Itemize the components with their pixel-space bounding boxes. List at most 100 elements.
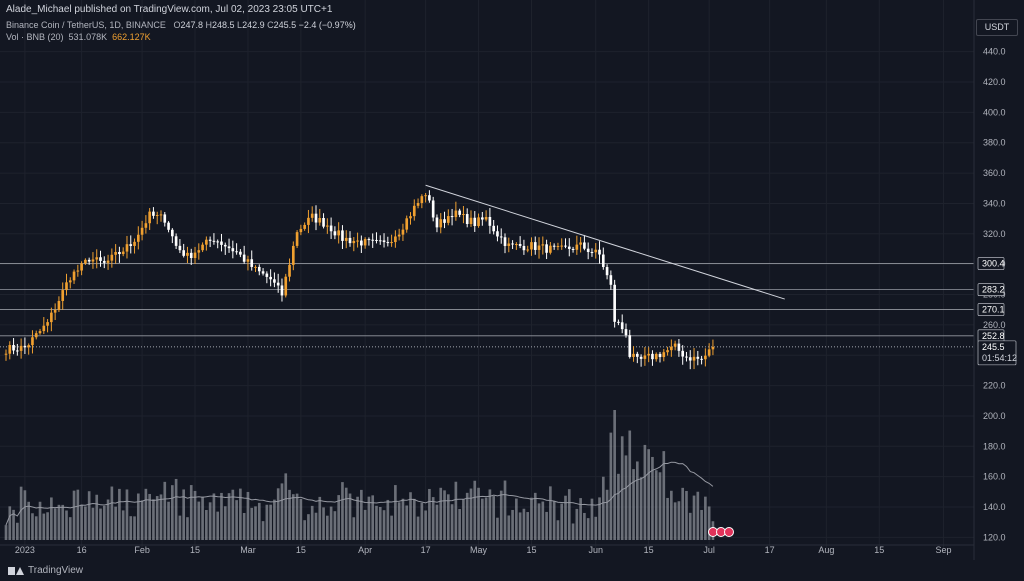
tradingview-brand: TradingView — [8, 565, 83, 576]
candle-body — [458, 210, 461, 215]
volume-bar — [326, 515, 329, 540]
candle-body — [446, 216, 450, 223]
x-tick-label: 2023 — [15, 545, 35, 555]
candle-body — [624, 329, 628, 336]
volume-bar — [220, 492, 223, 540]
volume-bar — [360, 489, 363, 540]
volume-bar — [533, 492, 537, 540]
volume-bar — [284, 473, 288, 540]
volume-bar — [609, 432, 613, 540]
candle-body — [261, 271, 265, 274]
volume-bar — [620, 436, 624, 540]
candle-body — [186, 252, 189, 256]
volume-bar — [492, 496, 495, 540]
candle-body — [545, 244, 548, 253]
x-tick-label: Sep — [936, 545, 952, 555]
volume-bar — [102, 505, 106, 540]
x-tick-label: 16 — [77, 545, 87, 555]
volume-bar — [439, 487, 443, 540]
candle-body — [499, 236, 503, 238]
candle-body — [295, 232, 299, 246]
candle-body — [367, 239, 371, 241]
volume-bar — [16, 522, 19, 540]
volume-bar — [322, 507, 325, 540]
volume-bar — [269, 504, 272, 540]
y-tick-label: 140.0 — [983, 502, 1006, 512]
volume-bar — [469, 488, 473, 540]
candle-body — [257, 266, 261, 272]
volume-bar — [571, 523, 575, 540]
candle-body — [688, 357, 692, 361]
level-label: 270.1 — [982, 305, 1005, 315]
candle-body — [239, 251, 242, 255]
candle-body — [654, 353, 658, 360]
volume-bar — [288, 489, 291, 540]
currency-unit-button[interactable]: USDT — [976, 19, 1018, 36]
candle-body — [129, 244, 133, 246]
candle-body — [38, 331, 42, 334]
candle-body — [605, 267, 609, 276]
candle-body — [696, 356, 700, 359]
candle-body — [348, 237, 352, 244]
candle-body — [163, 214, 167, 223]
candle-body — [299, 228, 303, 233]
candle-body — [496, 231, 499, 237]
volume-bar — [246, 491, 250, 540]
candle-body — [636, 353, 639, 357]
candle-body — [360, 240, 363, 246]
candle-body — [53, 310, 57, 313]
volume-bar — [707, 506, 711, 540]
candle-body — [106, 260, 110, 263]
candle-body — [405, 218, 409, 230]
candle-body — [136, 234, 140, 242]
volume-bar — [352, 517, 356, 540]
volume-legend: Vol · BNB (20) 531.078K 662.127K — [6, 32, 151, 42]
volume-bar — [291, 494, 295, 540]
candle-body — [420, 196, 424, 204]
candle-body — [386, 242, 390, 244]
candle-body — [666, 350, 669, 353]
candle-body — [556, 246, 560, 248]
y-tick-label: 160.0 — [983, 472, 1006, 482]
candle-body — [193, 252, 197, 259]
volume-bar — [424, 510, 427, 540]
candle-body — [148, 211, 151, 224]
candle-body — [121, 251, 125, 255]
volume-bar — [76, 489, 80, 540]
candle-body — [609, 275, 613, 285]
volume-bar — [541, 501, 545, 540]
x-tick-label: 17 — [421, 545, 431, 555]
candle-body — [670, 346, 673, 351]
candle-body — [276, 282, 280, 286]
y-tick-label: 200.0 — [983, 411, 1006, 421]
volume-bar — [250, 507, 254, 540]
volume-bar — [537, 503, 541, 540]
volume-bar — [670, 490, 673, 540]
candle-body — [647, 353, 650, 356]
volume-bar — [155, 496, 159, 540]
candle-body — [159, 214, 163, 216]
volume-bar — [363, 509, 367, 540]
volume-bar — [95, 494, 99, 540]
candle-body — [507, 243, 511, 246]
volume-bar — [163, 481, 167, 540]
candle-body — [552, 245, 556, 247]
volume-bar — [50, 497, 53, 540]
candle-body — [394, 236, 397, 243]
candle-body — [541, 244, 545, 246]
y-tick-label: 400.0 — [983, 107, 1006, 117]
volume-bar — [405, 505, 409, 540]
candle-body — [242, 254, 246, 262]
candle-body — [212, 240, 216, 242]
volume-bar — [564, 495, 567, 540]
candle-body — [201, 244, 204, 251]
candle-body — [511, 243, 514, 245]
candle-body — [469, 217, 473, 224]
volume-bar — [295, 493, 299, 540]
volume-bar — [152, 499, 155, 540]
volume-bar — [390, 515, 393, 540]
volume-bar — [605, 489, 609, 540]
volume-bar — [594, 516, 598, 540]
volume-bar — [549, 486, 552, 540]
